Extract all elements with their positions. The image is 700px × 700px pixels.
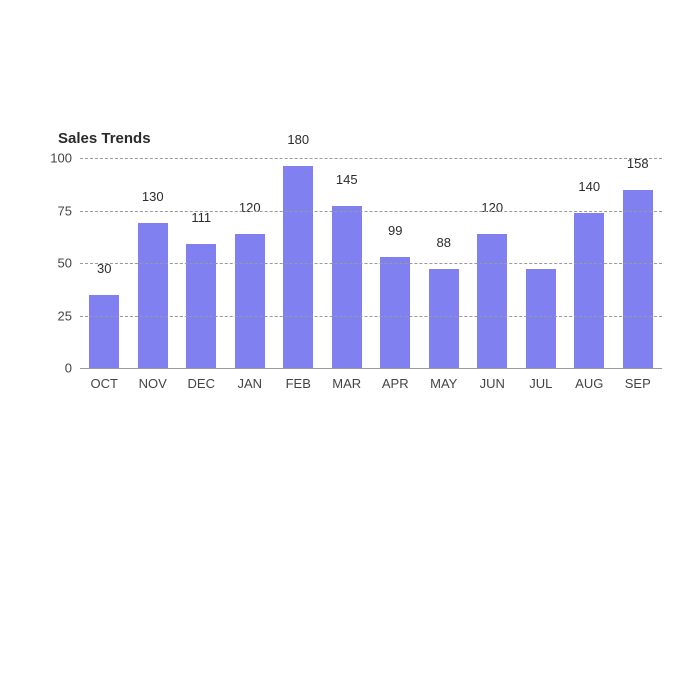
y-tick-label: 100	[42, 151, 72, 166]
y-tick-label: 75	[42, 203, 72, 218]
bar-value-label: 145	[323, 172, 372, 189]
x-tick-label: DEC	[177, 376, 226, 391]
bar	[477, 234, 507, 368]
bar	[526, 269, 556, 368]
bar	[89, 295, 119, 369]
x-tick-label: OCT	[80, 376, 129, 391]
gridline	[80, 316, 662, 317]
x-tick-label: JUL	[517, 376, 566, 391]
bar	[574, 213, 604, 368]
y-tick-label: 0	[42, 361, 72, 376]
bar-value-label: 88	[420, 235, 469, 252]
bar	[235, 234, 265, 368]
x-tick-label: SEP	[614, 376, 663, 391]
bar	[332, 206, 362, 368]
bar-value-label: 120	[468, 200, 517, 217]
y-tick-label: 25	[42, 308, 72, 323]
bar-value-label: 99	[371, 223, 420, 240]
x-tick-label: NOV	[129, 376, 178, 391]
bar	[429, 269, 459, 368]
x-tick-label: AUG	[565, 376, 614, 391]
bar-value-label: 180	[274, 132, 323, 149]
bar-value-label: 111	[177, 210, 226, 227]
bar-value-label: 140	[565, 179, 614, 196]
gridline	[80, 263, 662, 264]
plot-area: 30OCT130NOV111DEC120JAN180FEB145MAR99APR…	[80, 158, 662, 369]
chart-title: Sales Trends	[58, 130, 151, 147]
gridline	[80, 211, 662, 212]
bar-value-label: 130	[129, 189, 178, 206]
x-tick-label: FEB	[274, 376, 323, 391]
bar	[283, 166, 313, 368]
bar	[623, 190, 653, 369]
x-tick-label: MAR	[323, 376, 372, 391]
bar	[380, 257, 410, 368]
chart-container: Sales Trends 30OCT130NOV111DEC120JAN180F…	[0, 0, 700, 700]
x-tick-label: JAN	[226, 376, 275, 391]
bar-value-label: 120	[226, 200, 275, 217]
x-tick-label: MAY	[420, 376, 469, 391]
x-tick-label: JUN	[468, 376, 517, 391]
bar	[138, 223, 168, 368]
gridline	[80, 158, 662, 159]
y-tick-label: 50	[42, 256, 72, 271]
x-tick-label: APR	[371, 376, 420, 391]
